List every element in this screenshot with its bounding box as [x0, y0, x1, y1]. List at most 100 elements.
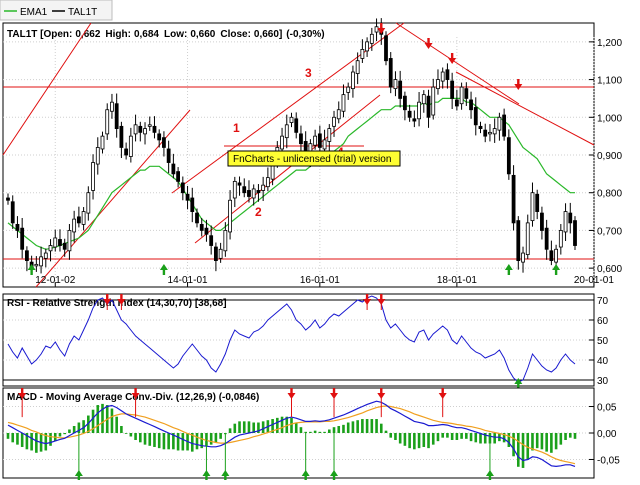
- macd-histogram-bar: [257, 422, 260, 433]
- candle-body: [573, 220, 577, 246]
- candle-body: [242, 186, 247, 194]
- candle-body: [247, 190, 251, 197]
- macd-histogram-bar: [483, 433, 487, 444]
- macd-histogram-bar: [233, 423, 237, 433]
- annotation-3: 3: [305, 66, 312, 80]
- candle-body: [417, 101, 421, 120]
- candle-body: [313, 135, 318, 146]
- candle: [469, 91, 473, 119]
- trendline: [455, 71, 595, 146]
- macd-histogram-bar: [384, 430, 388, 433]
- macd-histogram-bar: [252, 422, 255, 433]
- candle: [431, 78, 436, 120]
- candle: [152, 116, 157, 139]
- macd-histogram-bar: [403, 433, 407, 446]
- sell-arrow-icon: [448, 53, 457, 64]
- candle-body: [530, 192, 535, 222]
- candle-body: [114, 103, 119, 130]
- macd-histogram-bar: [247, 421, 251, 433]
- macd-histogram-bar: [469, 433, 473, 442]
- candle: [147, 116, 152, 131]
- annotation-2: 2: [255, 205, 262, 219]
- candle: [506, 129, 511, 180]
- candle: [540, 206, 544, 240]
- candle: [204, 219, 209, 242]
- macd-histogram-bar: [328, 429, 331, 433]
- price-tick-label: 1,100: [597, 76, 622, 87]
- candle-body: [478, 125, 483, 130]
- ema-legend-label: EMA1: [20, 7, 48, 18]
- candle-body: [459, 86, 464, 105]
- macd-histogram-bar: [413, 433, 416, 450]
- macd-histogram-bar: [375, 419, 378, 433]
- candle-body: [336, 109, 341, 120]
- open-value: 0,662: [75, 29, 100, 40]
- candle-body: [327, 128, 332, 142]
- macd-histogram-bar: [422, 433, 426, 447]
- candle: [53, 229, 58, 252]
- signal-arrows: [27, 23, 561, 275]
- macd-histogram-bar: [134, 433, 137, 440]
- candle: [374, 18, 379, 42]
- candle: [459, 82, 464, 110]
- candle: [454, 89, 459, 111]
- candle-body: [138, 125, 143, 133]
- candle-body: [521, 252, 525, 263]
- macd-histogram-bar: [25, 433, 29, 450]
- price-header: TAL1T [Open: 0,662 High: 0,684 Low: 0,660 Clos…: [7, 29, 325, 40]
- candle-body: [72, 218, 77, 233]
- candle-body: [563, 211, 568, 233]
- candle: [563, 203, 568, 241]
- trendline: [395, 22, 520, 105]
- macd-histogram-bar: [200, 433, 204, 449]
- candle: [176, 167, 181, 188]
- candle: [247, 180, 251, 203]
- candle-body: [299, 133, 303, 145]
- sell-arrow-icon: [377, 388, 386, 399]
- macd-histogram-bar: [351, 421, 355, 433]
- candle: [119, 121, 124, 159]
- macd-histogram-bar: [153, 433, 156, 447]
- candle: [6, 193, 10, 205]
- sell-arrow-icon: [377, 294, 386, 305]
- macd-histogram-bar: [389, 433, 393, 438]
- candle: [317, 125, 322, 154]
- ema-line-group: [7, 97, 575, 250]
- candle-body: [15, 223, 20, 231]
- candle: [483, 123, 488, 143]
- candle: [162, 131, 166, 157]
- buy-arrow-icon: [485, 470, 494, 481]
- rsi-title: RSI - Relative Strength Index (14,30,70)…: [7, 298, 227, 309]
- candle: [232, 176, 237, 208]
- macd-histogram-bar: [540, 433, 544, 450]
- candle: [209, 225, 214, 255]
- low-value: 0,660: [190, 29, 215, 40]
- rsi-tick-label: 40: [597, 356, 609, 367]
- candle-body: [346, 86, 351, 93]
- macd-histogram-bar: [465, 433, 468, 439]
- macd-histogram-bar: [77, 422, 81, 433]
- macd-histogram-bar: [436, 433, 440, 442]
- date-tick-label: 14-01-01: [168, 275, 208, 286]
- macd-histogram-bar: [460, 433, 463, 439]
- candle-body: [544, 227, 549, 250]
- macd-histogram-bar: [502, 433, 506, 443]
- macd-histogram-bar: [304, 431, 307, 433]
- candle-body: [535, 193, 540, 212]
- candle: [110, 93, 114, 119]
- macd-histogram-bar: [176, 433, 180, 451]
- candle-body: [162, 137, 166, 148]
- price-tick-label: 0,900: [597, 151, 622, 162]
- candle-body: [128, 135, 133, 157]
- candle: [511, 165, 516, 231]
- rsi-tick-label: 50: [597, 336, 609, 347]
- candle-body: [223, 230, 228, 252]
- macd-histogram-bar: [101, 403, 104, 433]
- macd-histogram-bar: [521, 433, 525, 468]
- candle: [369, 27, 374, 51]
- buy-arrow-icon: [202, 470, 211, 481]
- trendline: [171, 22, 405, 194]
- macd-histogram-bar: [337, 426, 341, 433]
- candle: [525, 214, 530, 260]
